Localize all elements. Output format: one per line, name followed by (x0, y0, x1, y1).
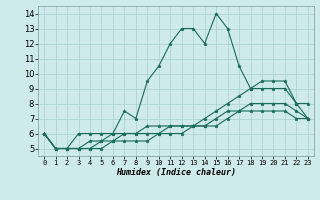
X-axis label: Humidex (Indice chaleur): Humidex (Indice chaleur) (116, 168, 236, 177)
